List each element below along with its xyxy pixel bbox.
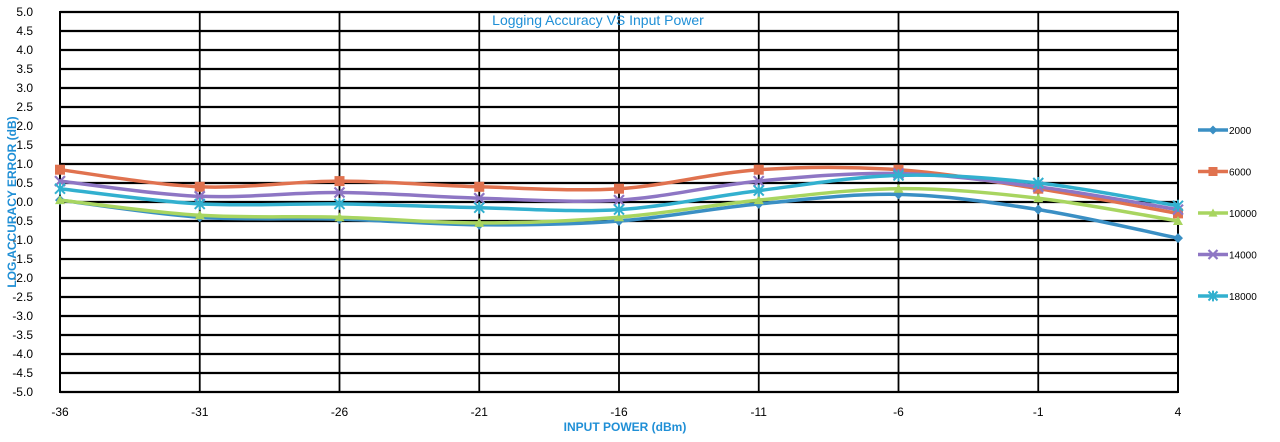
data-point-marker xyxy=(613,194,625,206)
x-tick-label: -36 xyxy=(51,405,69,419)
y-tick-label: -4.0 xyxy=(12,347,33,361)
y-tick-label: -0.5 xyxy=(12,214,33,228)
axes: 5.0 4.5 4.0 3.5 3.0 2.5 2.0 1.5 1.0 0.5 0.0 -0.5 -1.… xyxy=(12,5,1181,419)
y-tick-label: -2.0 xyxy=(12,271,33,285)
data-point-marker xyxy=(1173,208,1183,219)
y-tick-label: -3.0 xyxy=(12,309,33,323)
legend-item-6000: 6000 xyxy=(1198,167,1252,179)
legend-label: 14000 xyxy=(1229,251,1257,262)
x-tick-label: -1 xyxy=(1033,405,1044,419)
data-point-marker xyxy=(54,182,66,195)
legend-label: 2000 xyxy=(1229,126,1252,137)
legend-item-2000: 2000 xyxy=(1198,125,1252,137)
y-tick-label: 3.5 xyxy=(16,62,33,76)
y-tick-label: -2.5 xyxy=(12,290,33,304)
legend-item-18000: 18000 xyxy=(1198,290,1257,303)
data-point-marker xyxy=(474,217,485,227)
data-point-marker xyxy=(1208,125,1218,135)
data-point-marker xyxy=(1172,199,1184,212)
data-point-marker xyxy=(1208,167,1218,176)
series-lines xyxy=(54,164,1184,244)
data-point-marker xyxy=(753,184,765,197)
y-tick-label: 3.0 xyxy=(16,81,33,95)
x-axis-title: INPUT POWER (dBm) xyxy=(564,420,687,434)
data-point-marker xyxy=(473,192,486,204)
data-point-marker xyxy=(194,181,205,192)
data-point-marker xyxy=(334,176,345,187)
y-tick-label: 2.0 xyxy=(16,119,33,133)
data-point-marker xyxy=(752,175,765,187)
data-point-marker xyxy=(1207,290,1219,302)
x-tick-label: 4 xyxy=(1175,405,1182,419)
y-axis-title: LOG ACCURACY ERROR (dB) xyxy=(5,116,19,287)
grid xyxy=(59,10,1179,394)
data-point-marker xyxy=(194,197,206,210)
data-point-marker xyxy=(1208,208,1218,217)
y-tick-label: 0.0 xyxy=(16,195,33,209)
data-point-marker xyxy=(613,203,625,216)
x-tick-label: -16 xyxy=(610,405,628,419)
data-point-marker xyxy=(753,195,764,205)
x-tick-label: -11 xyxy=(751,405,768,419)
legend-item-14000: 14000 xyxy=(1198,249,1257,262)
y-tick-label: -4.5 xyxy=(12,366,33,380)
y-tick-label: -1.0 xyxy=(12,233,33,247)
data-point-marker xyxy=(614,183,624,194)
data-point-marker xyxy=(893,183,904,193)
chart-title: Logging Accuracy VS Input Power xyxy=(492,12,704,28)
data-point-marker xyxy=(1207,249,1219,260)
y-tick-label: 1.0 xyxy=(16,157,33,171)
y-tick-label: 5.0 xyxy=(16,5,33,19)
legend-label: 6000 xyxy=(1229,168,1252,179)
legend-label: 10000 xyxy=(1229,209,1257,220)
y-tick-label: 2.5 xyxy=(16,100,33,114)
x-tick-label: -21 xyxy=(471,405,489,419)
y-tick-label: 4.5 xyxy=(16,24,33,38)
data-point-marker xyxy=(1173,233,1183,244)
data-point-marker xyxy=(614,212,624,222)
series-10000 xyxy=(55,183,1183,227)
x-tick-label: -26 xyxy=(331,405,349,419)
data-point-marker xyxy=(1033,204,1044,215)
y-tick-label: 1.5 xyxy=(16,138,33,152)
data-point-marker xyxy=(1033,193,1044,203)
data-point-marker xyxy=(333,186,346,199)
data-point-marker xyxy=(892,169,905,182)
data-point-marker xyxy=(334,212,345,222)
y-tick-label: -1.5 xyxy=(12,252,33,266)
legend-item-10000: 10000 xyxy=(1198,208,1257,220)
x-tick-label: -31 xyxy=(191,405,209,419)
y-tick-label: -3.5 xyxy=(12,328,33,342)
y-tick-label: -5.0 xyxy=(12,385,33,399)
series-18000 xyxy=(54,169,1184,216)
data-point-marker xyxy=(1173,216,1183,225)
legend: 2000 6000 10000 14000 18000 xyxy=(1198,125,1257,303)
data-point-marker xyxy=(474,181,485,192)
x-tick-label: -6 xyxy=(893,405,904,419)
legend-label: 18000 xyxy=(1229,292,1257,303)
data-point-marker xyxy=(55,164,65,175)
data-point-marker xyxy=(473,201,485,214)
data-point-marker xyxy=(194,210,205,220)
data-point-marker xyxy=(55,195,65,205)
y-tick-label: 0.5 xyxy=(16,176,33,190)
data-point-marker xyxy=(333,197,346,210)
data-point-marker xyxy=(1032,177,1044,189)
y-tick-label: 4.0 xyxy=(16,43,33,57)
data-point-marker xyxy=(753,164,764,175)
